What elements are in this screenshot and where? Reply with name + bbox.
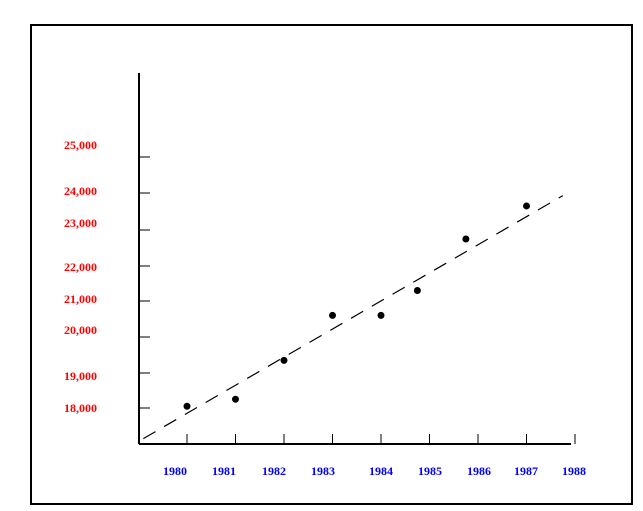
data-point: [523, 202, 530, 210]
x-tick-label: 1984: [369, 464, 393, 478]
data-point: [329, 311, 336, 319]
chart-border: [30, 24, 633, 505]
data-points: [183, 202, 530, 410]
data-point: [232, 395, 239, 403]
y-axis-tick-labels: 25,000 24,000 23,000 22,000 21,000 20,000 19,0…: [64, 138, 97, 415]
data-point: [462, 235, 470, 243]
y-tick-label: 19,000: [64, 369, 97, 383]
x-tick-label: 1983: [311, 464, 335, 478]
y-axis-ticks: [139, 156, 150, 409]
x-tick-label: 1986: [467, 464, 491, 478]
trend-line: [143, 195, 564, 440]
x-axis-ticks: [186, 434, 576, 444]
x-tick-label: 1982: [262, 464, 286, 478]
y-tick-label: 25,000: [64, 138, 97, 152]
y-tick-label: 18,000: [64, 401, 97, 415]
x-axis-tick-labels: 1980 1981 1982 1983 1984 1985 1986 1987 1988: [163, 464, 586, 478]
data-point: [377, 311, 385, 319]
x-tick-label: 1981: [212, 464, 236, 478]
y-tick-label: 23,000: [64, 216, 97, 230]
y-tick-label: 22,000: [64, 260, 97, 274]
x-tick-label: 1988: [562, 464, 586, 478]
y-tick-label: 24,000: [64, 184, 97, 198]
x-tick-label: 1985: [418, 464, 442, 478]
x-tick-label: 1980: [163, 464, 187, 478]
data-point: [413, 287, 421, 294]
x-tick-label: 1987: [514, 464, 538, 478]
data-point: [280, 356, 288, 364]
y-tick-label: 20,000: [64, 323, 97, 337]
y-tick-label: 21,000: [64, 292, 97, 306]
data-point: [183, 402, 191, 410]
